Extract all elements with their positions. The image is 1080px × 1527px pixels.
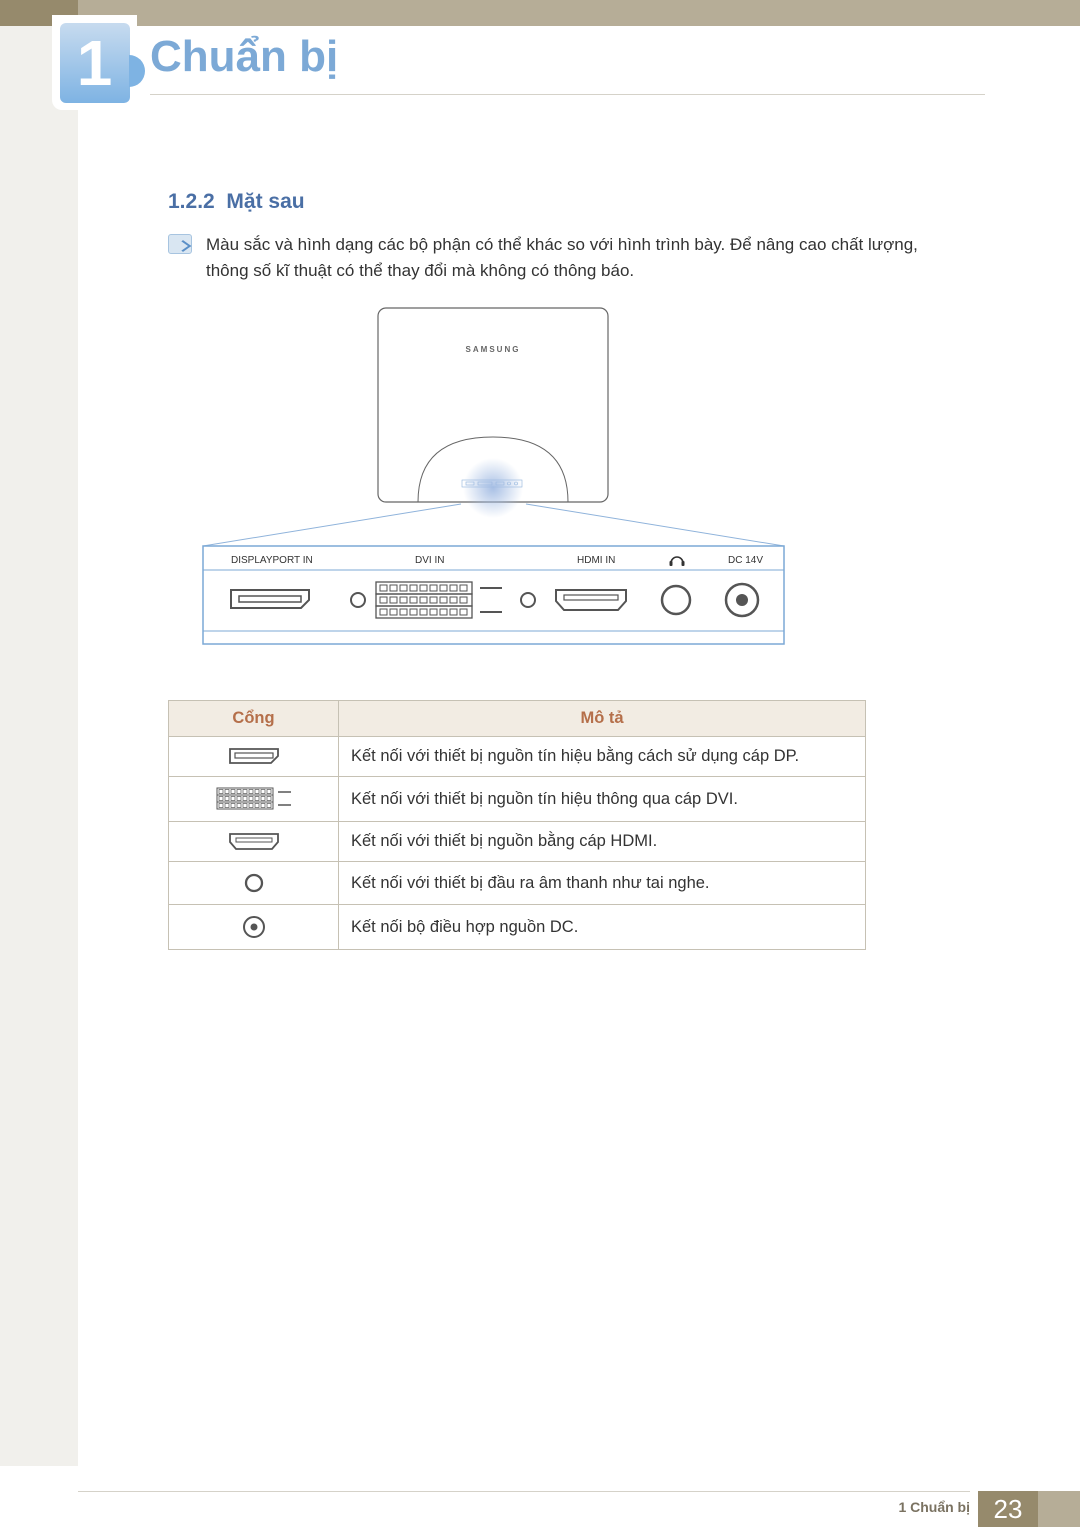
top-bar-light <box>78 0 1080 26</box>
port-icon-dc <box>169 905 339 950</box>
ports-table: Cổng Mô tả Kết nối với thiết bị nguồn tí… <box>168 700 866 950</box>
table-row: Kết nối với thiết bị nguồn bằng cáp HDMI… <box>169 822 866 862</box>
footer-stub <box>1038 1491 1080 1527</box>
badge-arc <box>129 55 145 87</box>
desc-dc: Kết nối bộ điều hợp nguồn DC. <box>339 905 866 950</box>
port-label-dc: DC 14V <box>728 555 763 566</box>
desc-hdmi: Kết nối với thiết bị nguồn bằng cáp HDMI… <box>339 822 866 862</box>
audio-jack-icon <box>662 586 690 614</box>
hdmi-icon <box>556 590 626 610</box>
chapter-number: 1 <box>60 23 130 103</box>
port-icon-audio <box>169 862 339 905</box>
footer: 1 Chuẩn bị 23 <box>0 1491 1080 1527</box>
dvi-screw-left <box>351 593 365 607</box>
top-bar <box>0 0 1080 26</box>
table-row: Kết nối bộ điều hợp nguồn DC. <box>169 905 866 950</box>
rear-diagram: SAMSUNG DISPLAYPORT IN DVI IN HDMI IN <box>168 304 808 674</box>
dvi-screw-right <box>521 593 535 607</box>
section-title: Mặt sau <box>226 190 304 213</box>
section-number: 1.2.2 <box>168 190 215 213</box>
dc-jack-icon <box>726 584 758 616</box>
section-heading: 1.2.2 Mặt sau <box>168 190 305 214</box>
left-column <box>0 26 78 1466</box>
footer-label: 1 Chuẩn bị <box>898 1499 970 1515</box>
dvi-icon <box>376 582 502 618</box>
port-icon-dvi <box>169 777 339 822</box>
chapter-title: Chuẩn bị <box>150 32 338 82</box>
note-text: Màu sắc và hình dạng các bộ phận có thể … <box>206 232 963 285</box>
port-label-dp: DISPLAYPORT IN <box>231 555 313 566</box>
table-row: Kết nối với thiết bị nguồn tín hiệu bằng… <box>169 737 866 777</box>
col-desc: Mô tả <box>339 701 866 737</box>
note-icon <box>168 234 192 254</box>
table-row: Kết nối với thiết bị nguồn tín hiệu thôn… <box>169 777 866 822</box>
port-icon-hdmi <box>169 822 339 862</box>
col-port: Cổng <box>169 701 339 737</box>
chapter-badge: 1 <box>52 15 137 110</box>
note: Màu sắc và hình dạng các bộ phận có thể … <box>168 232 963 285</box>
table-row: Kết nối với thiết bị đầu ra âm thanh như… <box>169 862 866 905</box>
footer-line <box>78 1491 970 1492</box>
port-icon-dp <box>169 737 339 777</box>
chapter-underline <box>150 94 985 95</box>
desc-dvi: Kết nối với thiết bị nguồn tín hiệu thôn… <box>339 777 866 822</box>
brand-label: SAMSUNG <box>466 345 521 354</box>
desc-audio: Kết nối với thiết bị đầu ra âm thanh như… <box>339 862 866 905</box>
port-label-dvi: DVI IN <box>415 555 444 566</box>
headphone-icon <box>670 557 685 566</box>
displayport-icon <box>231 590 309 608</box>
desc-dp: Kết nối với thiết bị nguồn tín hiệu bằng… <box>339 737 866 777</box>
footer-page: 23 <box>978 1491 1038 1527</box>
port-label-hdmi: HDMI IN <box>577 555 615 566</box>
